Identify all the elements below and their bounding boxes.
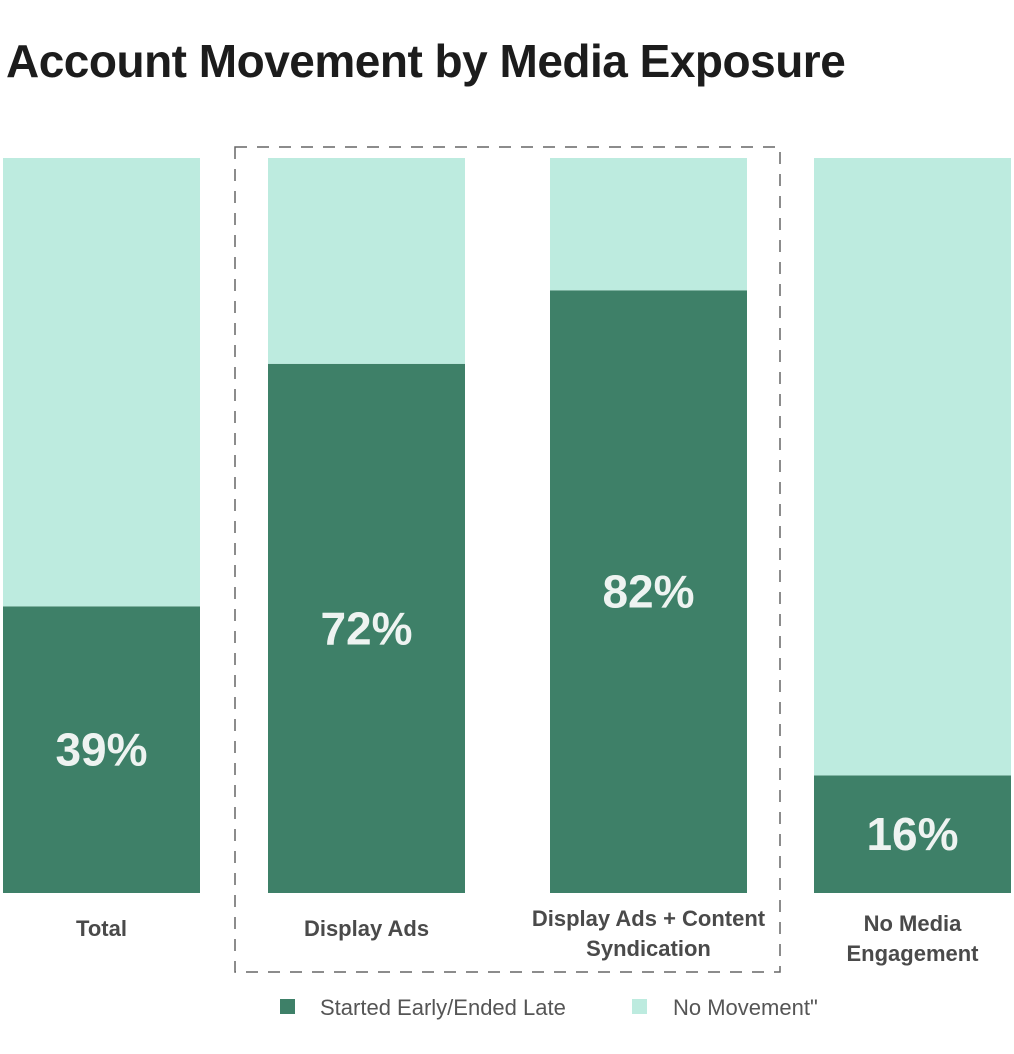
data-label: 72% <box>320 602 412 654</box>
category-label: Syndication <box>586 936 711 961</box>
category-label: Display Ads <box>304 916 429 941</box>
bar-segment-started-early <box>814 775 1011 893</box>
bar-segment-started-early <box>268 363 465 893</box>
legend-label: Started Early/Ended Late <box>320 995 566 1020</box>
legend-label: No Movement" <box>673 995 818 1020</box>
category-label: No Media <box>864 911 963 936</box>
bar-segment-no-movement <box>268 158 465 364</box>
chart-title: Account Movement by Media Exposure <box>6 35 846 87</box>
category-label: Display Ads + Content <box>532 906 766 931</box>
data-label: 39% <box>55 724 147 776</box>
legend-swatch <box>280 999 295 1014</box>
category-label: Total <box>76 916 127 941</box>
bar-segment-started-early <box>550 290 747 893</box>
bar-segment-started-early <box>3 606 200 893</box>
data-label: 16% <box>866 808 958 860</box>
category-label: Engagement <box>846 941 979 966</box>
bar-segment-no-movement <box>550 158 747 291</box>
data-label: 82% <box>602 566 694 618</box>
highlight-group-box <box>234 146 781 973</box>
bar-segment-no-movement <box>3 158 200 607</box>
legend-swatch <box>632 999 647 1014</box>
bar-segment-no-movement <box>814 158 1011 776</box>
